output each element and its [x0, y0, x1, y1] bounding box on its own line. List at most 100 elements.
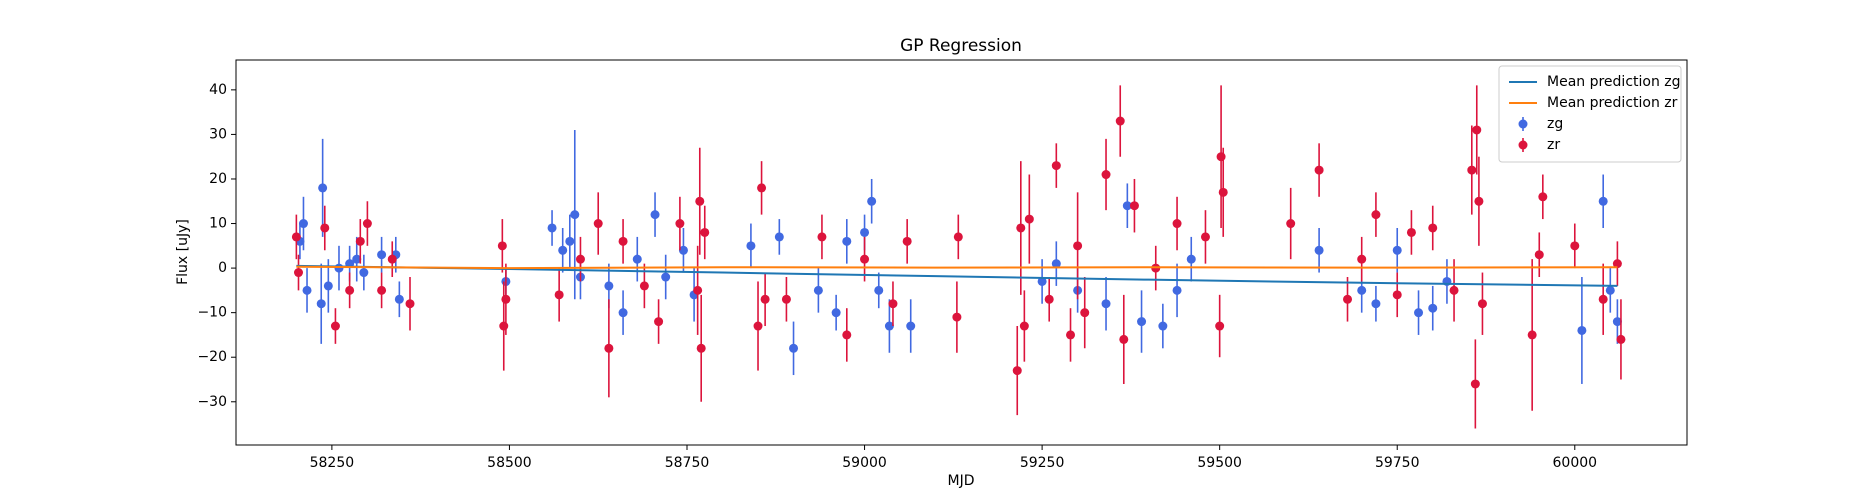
data-point [298, 219, 308, 229]
data-point [860, 254, 870, 264]
y-tick-label: −10 [197, 305, 227, 321]
x-tick-label: 58750 [665, 455, 710, 471]
x-tick-label: 59500 [1197, 455, 1242, 471]
data-point [1371, 210, 1381, 220]
legend-label: Mean prediction zr [1547, 95, 1678, 111]
data-point [1527, 330, 1537, 340]
data-point [842, 236, 852, 246]
data-point [1570, 241, 1580, 251]
data-point [377, 250, 387, 260]
data-point [1101, 299, 1111, 309]
data-point [831, 308, 841, 318]
data-point [618, 308, 628, 318]
legend-marker [1518, 140, 1528, 150]
data-point [860, 227, 870, 237]
data-point [757, 183, 767, 193]
data-point [1428, 303, 1438, 313]
data-point [654, 317, 664, 327]
data-point [1037, 276, 1047, 286]
data-point [695, 196, 705, 206]
x-tick-label: 59250 [1020, 455, 1065, 471]
x-tick-label: 60000 [1553, 455, 1598, 471]
x-tick-label: 58500 [487, 455, 532, 471]
data-point [884, 321, 894, 331]
data-point [888, 299, 898, 309]
data-point [781, 294, 791, 304]
data-point [1137, 317, 1147, 327]
x-tick-label: 59750 [1375, 455, 1420, 471]
data-point [746, 241, 756, 251]
data-point [320, 223, 330, 233]
data-point [1044, 294, 1054, 304]
data-point [1428, 223, 1438, 233]
data-point [558, 245, 568, 255]
data-point [1472, 125, 1482, 135]
data-point [953, 232, 963, 242]
data-point [632, 254, 642, 264]
data-point [1314, 245, 1324, 255]
data-point [1538, 192, 1548, 202]
data-point [1172, 285, 1182, 295]
data-point [497, 241, 507, 251]
legend-marker [1518, 119, 1528, 129]
data-point [842, 330, 852, 340]
data-point [1616, 334, 1626, 344]
data-point [675, 219, 685, 229]
y-axis-label: Flux [uJy] [175, 219, 191, 285]
data-point [1129, 201, 1139, 211]
data-point [1534, 250, 1544, 260]
data-point [1012, 366, 1022, 376]
data-point [1016, 223, 1026, 233]
data-point [1605, 285, 1615, 295]
data-point [760, 294, 770, 304]
data-point [1080, 308, 1090, 318]
data-point [604, 281, 614, 291]
data-point [330, 321, 340, 331]
data-point [291, 232, 301, 242]
data-point [902, 236, 912, 246]
data-point [1066, 330, 1076, 340]
data-point [501, 294, 511, 304]
data-point [604, 343, 614, 353]
data-point [813, 285, 823, 295]
data-point [1122, 201, 1132, 211]
data-point [1598, 294, 1608, 304]
data-point [323, 281, 333, 291]
y-tick-label: 30 [209, 126, 227, 142]
y-tick-label: 10 [209, 216, 227, 232]
data-point [618, 236, 628, 246]
data-point [1612, 259, 1622, 269]
data-point [1158, 321, 1168, 331]
data-point [1414, 308, 1424, 318]
data-point [874, 285, 884, 295]
mean-line [296, 265, 1618, 270]
data-point [1215, 321, 1225, 331]
data-point [387, 254, 397, 264]
data-point [362, 219, 372, 229]
data-point [817, 232, 827, 242]
data-point [377, 285, 387, 295]
data-point [906, 321, 916, 331]
data-point [1119, 334, 1129, 344]
x-tick-label: 58250 [310, 455, 355, 471]
data-point [316, 299, 326, 309]
y-tick-label: 40 [209, 82, 227, 98]
data-point [1477, 299, 1487, 309]
data-point [565, 236, 575, 246]
data-point [952, 312, 962, 322]
chart-title: GP Regression [900, 36, 1022, 56]
data-point [405, 299, 415, 309]
data-point [1598, 196, 1608, 206]
y-tick-label: 20 [209, 171, 227, 187]
data-point [547, 223, 557, 233]
data-point [1051, 161, 1061, 171]
data-point [318, 183, 328, 193]
data-point [1115, 116, 1125, 126]
data-point [394, 294, 404, 304]
data-point [1186, 254, 1196, 264]
data-point [294, 268, 304, 278]
data-point [1200, 232, 1210, 242]
data-point [774, 232, 784, 242]
data-point [359, 268, 369, 278]
plot-frame [235, 59, 1688, 446]
